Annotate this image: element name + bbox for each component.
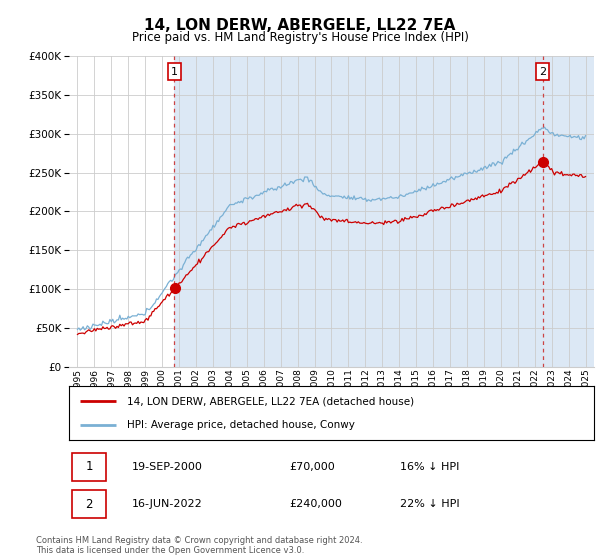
Text: 19-SEP-2000: 19-SEP-2000 <box>132 462 203 472</box>
Text: 14, LON DERW, ABERGELE, LL22 7EA: 14, LON DERW, ABERGELE, LL22 7EA <box>145 18 455 34</box>
Text: 1: 1 <box>85 460 93 473</box>
Text: 16-JUN-2022: 16-JUN-2022 <box>132 500 203 509</box>
FancyBboxPatch shape <box>536 63 549 80</box>
Text: £70,000: £70,000 <box>290 462 335 472</box>
Text: £240,000: £240,000 <box>290 500 343 509</box>
Text: 2: 2 <box>85 498 93 511</box>
Text: 2: 2 <box>539 67 546 77</box>
Bar <box>175 56 594 367</box>
Text: 16% ↓ HPI: 16% ↓ HPI <box>400 462 459 472</box>
Text: Contains HM Land Registry data © Crown copyright and database right 2024.: Contains HM Land Registry data © Crown c… <box>36 536 362 545</box>
FancyBboxPatch shape <box>167 63 181 80</box>
Text: 1: 1 <box>171 67 178 77</box>
Text: This data is licensed under the Open Government Licence v3.0.: This data is licensed under the Open Gov… <box>36 546 304 555</box>
FancyBboxPatch shape <box>71 452 106 481</box>
FancyBboxPatch shape <box>71 490 106 519</box>
Text: 22% ↓ HPI: 22% ↓ HPI <box>400 500 460 509</box>
Text: Price paid vs. HM Land Registry's House Price Index (HPI): Price paid vs. HM Land Registry's House … <box>131 31 469 44</box>
Text: HPI: Average price, detached house, Conwy: HPI: Average price, detached house, Conw… <box>127 419 355 430</box>
Text: 14, LON DERW, ABERGELE, LL22 7EA (detached house): 14, LON DERW, ABERGELE, LL22 7EA (detach… <box>127 396 414 407</box>
